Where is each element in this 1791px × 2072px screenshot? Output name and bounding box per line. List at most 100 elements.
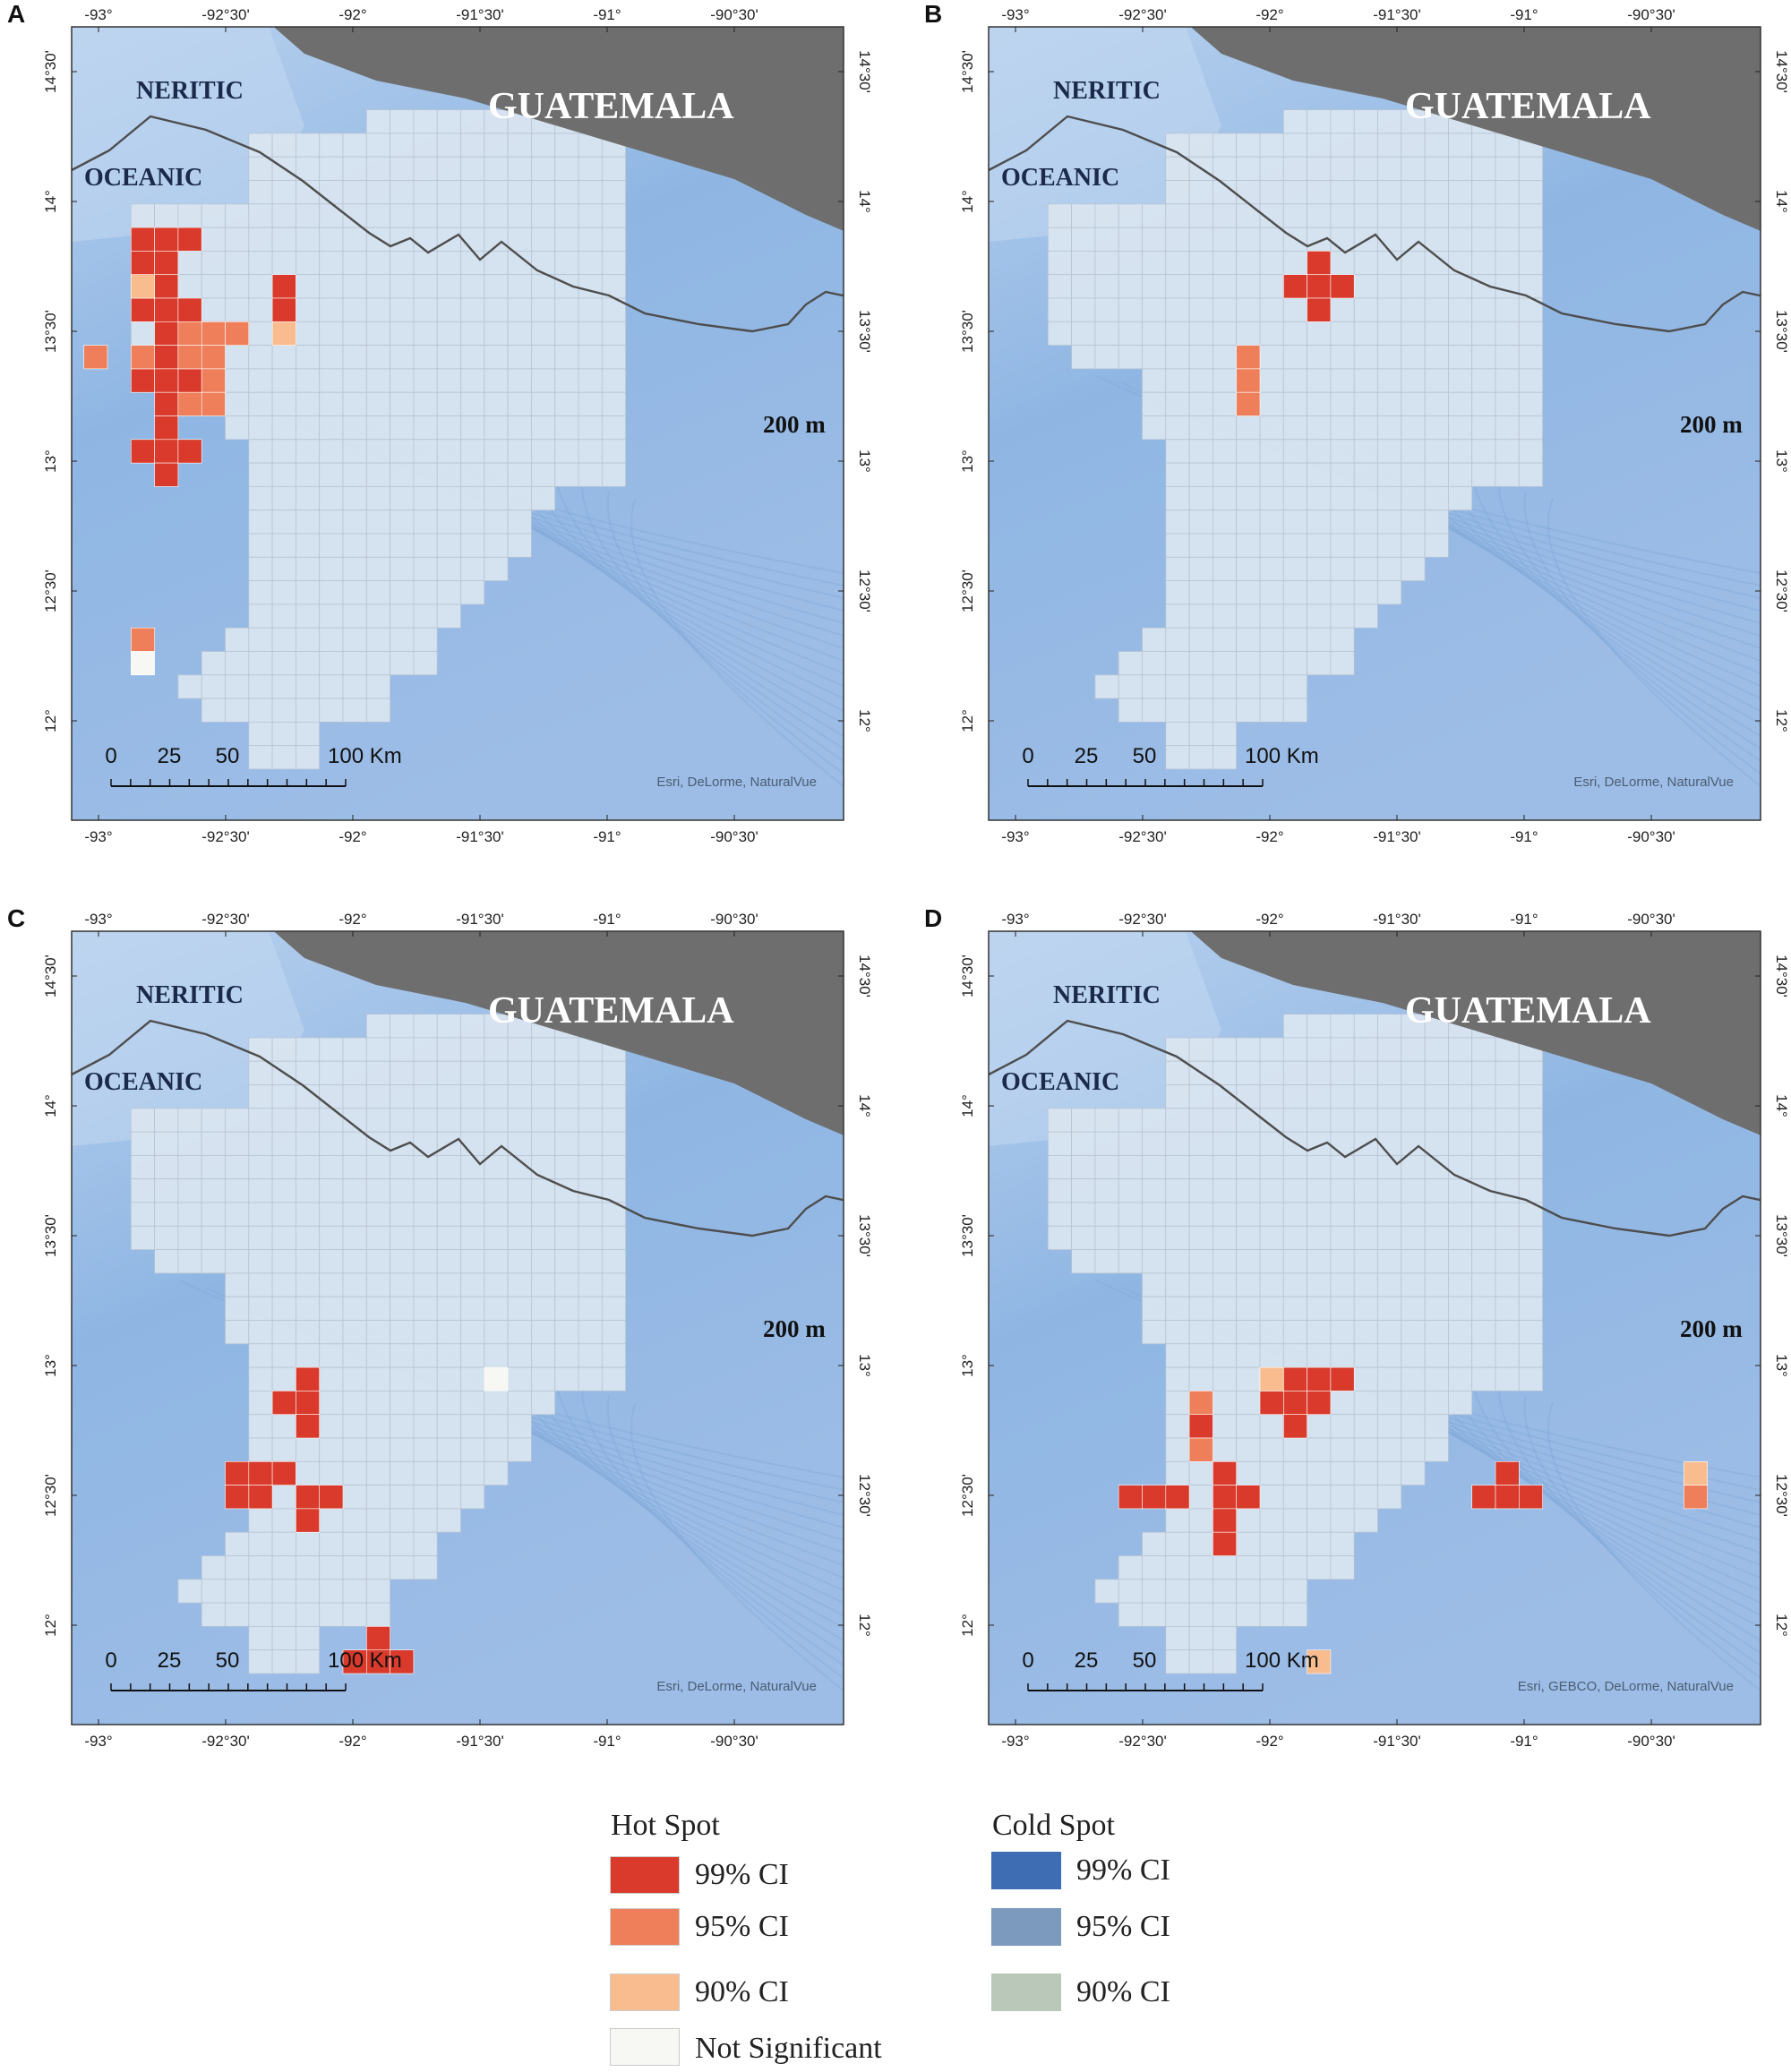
lon-tick-label-top: -90°30' (710, 911, 758, 928)
lon-tick-label-top: -92°30' (1118, 911, 1167, 928)
lat-tick-label-right: 13°30' (1773, 310, 1790, 353)
hotspot-99-cell (296, 1366, 320, 1391)
depth-label: 200 m (763, 411, 826, 438)
legend-label: 90% CI (1076, 1975, 1170, 2008)
hotspot-99-cell (1259, 1391, 1284, 1416)
neritic-label: NERITIC (1053, 77, 1161, 105)
hotspot-99-cell (390, 1649, 415, 1674)
hotspot-99-cell (1282, 1414, 1307, 1439)
lon-tick-label-bottom: -93° (1001, 1733, 1029, 1750)
lat-tick-label-right: 12° (856, 1614, 873, 1637)
lon-tick-label-bottom: -93° (1001, 828, 1029, 845)
hotspot-95-cell (177, 391, 202, 416)
hotspot-99-cell (296, 1414, 320, 1439)
hotspot-99-cell (154, 415, 179, 441)
lon-tick-label-top: -93° (84, 6, 112, 23)
hotspot-95-cell (1236, 391, 1261, 416)
land-guatemala (273, 27, 844, 231)
legend-label: Not Significant (695, 2032, 882, 2065)
hotspot-99-cell (271, 297, 296, 322)
country-label: GUATEMALA (488, 86, 734, 127)
lat-tick-label-left: 12°30' (42, 1474, 59, 1517)
lat-tick-label-right: 14° (1773, 1094, 1790, 1117)
legend-cold-title: Cold Spot (992, 1809, 1115, 1842)
lon-tick-label-bottom: -91°30' (456, 1733, 504, 1750)
hotspot-95-cell (177, 321, 202, 346)
lon-tick-label-top: -91°30' (1373, 6, 1421, 23)
hotspot-99-cell (1213, 1508, 1237, 1533)
hotspot-99-cell (154, 297, 179, 322)
hotspot-99-cell (1495, 1460, 1520, 1486)
legend-label: 99% CI (1076, 1854, 1170, 1887)
hotspot-90-cell (1259, 1366, 1284, 1391)
hotspot-99-cell (248, 1460, 273, 1486)
lat-tick-label-left: 12°30' (42, 569, 59, 612)
hotspot-99-cell (1282, 274, 1307, 299)
neritic-label: NERITIC (136, 77, 244, 105)
lat-tick-label-left: 13°30' (42, 1214, 59, 1257)
hotspot-95-cell (1236, 368, 1261, 393)
hotspot-95-cell (131, 627, 155, 652)
attribution-text: Esri, GEBCO, DeLorme, NaturalVue (1518, 1679, 1734, 1694)
lon-tick-label-top: -91° (1510, 911, 1538, 928)
hotspot-99-cell (1330, 1366, 1355, 1391)
hotspot-99-cell (296, 1485, 320, 1510)
hotspot-99-cell (131, 439, 155, 464)
lon-tick-label-top: -92° (338, 6, 366, 23)
lat-tick-label-left: 12°30' (959, 1474, 976, 1517)
hotspot-99-cell (1307, 251, 1332, 275)
not-significant-cell (131, 651, 155, 676)
lat-tick-label-left: 14°30' (959, 955, 976, 997)
hotspot-map: GUATEMALA NERITIC OCEANIC 200 m 0 25 50 100 Km E… (42, 6, 873, 845)
scale-tick-label: 50 (216, 744, 240, 768)
scale-tick-label: 100 Km (1245, 1648, 1319, 1673)
scale-bar: 0 25 50 100 Km (105, 744, 402, 787)
legend-swatch (610, 1974, 680, 2011)
scale-tick-label: 50 (1133, 1648, 1157, 1673)
oceanic-label: OCEANIC (84, 1068, 202, 1096)
hotspot-95-cell (201, 321, 226, 346)
hotspot-99-cell (131, 251, 155, 275)
lon-tick-label-bottom: -91°30' (1373, 828, 1421, 845)
lon-tick-label-bottom: -93° (84, 1733, 112, 1750)
hotspot-99-cell (131, 227, 155, 252)
lon-tick-label-top: -90°30' (1627, 6, 1675, 23)
lat-tick-label-right: 14° (1773, 190, 1790, 213)
hotspot-99-cell (1307, 1391, 1332, 1416)
land-guatemala (1190, 27, 1761, 231)
lon-tick-label-bottom: -93° (84, 828, 112, 845)
hotspot-99-cell (225, 1460, 250, 1486)
lat-tick-label-right: 12° (856, 709, 873, 732)
attribution-text: Esri, DeLorme, NaturalVue (656, 1679, 817, 1694)
lon-tick-label-bottom: -92° (338, 1733, 366, 1750)
hotspot-95-cell (201, 368, 226, 393)
lat-tick-label-right: 14° (856, 1094, 873, 1117)
panel-letter: D (924, 904, 943, 932)
hotspot-99-cell (248, 1485, 273, 1510)
lat-tick-label-right: 12°30' (856, 569, 873, 612)
legend-hot-title: Hot Spot (611, 1809, 720, 1842)
legend-swatch (991, 1974, 1061, 2011)
lat-tick-label-right: 13°30' (856, 1214, 873, 1257)
lat-tick-label-left: 14°30' (42, 955, 59, 997)
lat-tick-label-right: 12°30' (1773, 569, 1790, 612)
hotspot-99-cell (1307, 297, 1332, 322)
scale-tick-label: 100 Km (328, 1648, 402, 1673)
scale-bar: 0 25 50 100 Km (1022, 744, 1319, 787)
hotspot-90-cell (271, 321, 296, 346)
hotspot-99-cell (1282, 1366, 1307, 1391)
lon-tick-label-bottom: -92° (1255, 828, 1283, 845)
scale-tick-label: 0 (1022, 1648, 1033, 1673)
scale-tick-label: 100 Km (1245, 744, 1319, 768)
lon-tick-label-top: -93° (84, 911, 112, 928)
lon-tick-label-top: -91°30' (456, 6, 504, 23)
legend-label: 95% CI (1076, 1910, 1170, 1943)
lat-tick-label-left: 14° (959, 1094, 976, 1117)
lon-tick-label-bottom: -91°30' (1373, 1733, 1421, 1750)
lat-tick-label-right: 12°30' (1773, 1474, 1790, 1517)
lon-tick-label-bottom: -90°30' (710, 1733, 758, 1750)
lat-tick-label-right: 13° (1773, 1354, 1790, 1377)
lon-tick-label-top: -91°30' (1373, 911, 1421, 928)
hotspot-99-cell (1188, 1414, 1213, 1439)
hotspot-99-cell (271, 1391, 296, 1416)
